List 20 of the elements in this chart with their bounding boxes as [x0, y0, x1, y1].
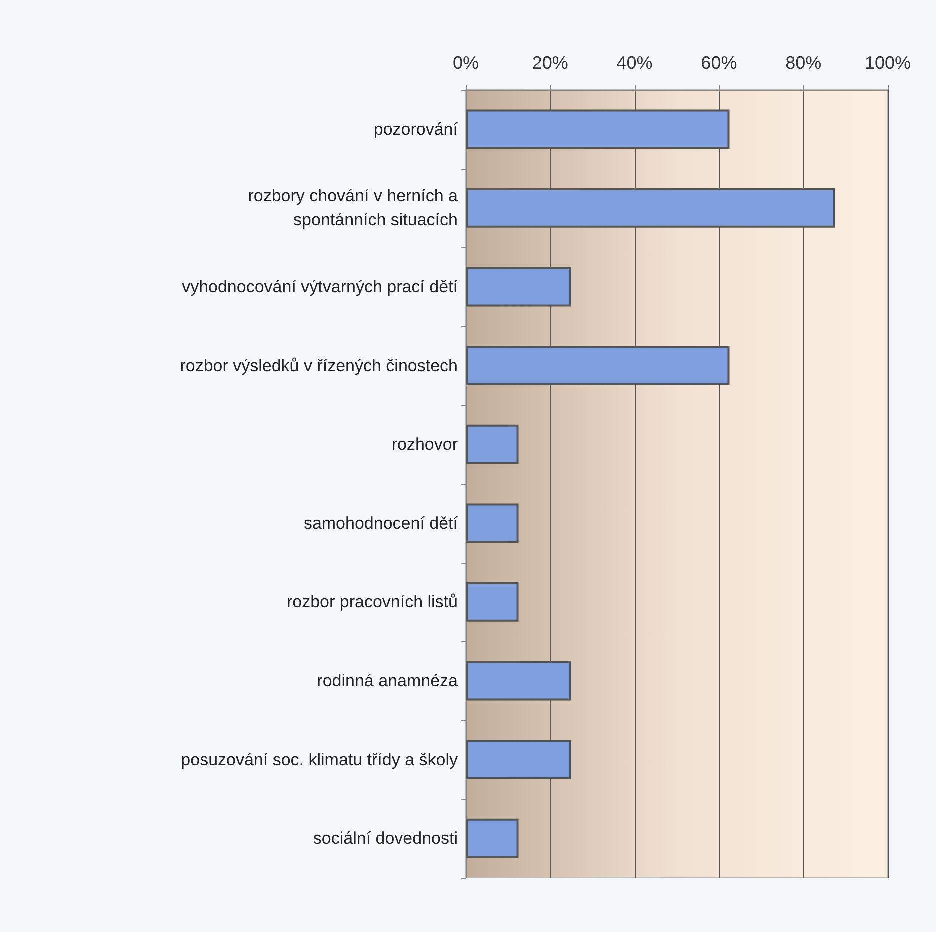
x-tick-label: 20%: [532, 53, 568, 73]
x-tick-label: 60%: [701, 53, 738, 73]
bar: [466, 424, 519, 464]
x-tick-label: 40%: [616, 53, 653, 73]
y-tick-label: pozorování: [374, 120, 458, 139]
bar: [466, 818, 519, 858]
y-tick-label: rodinná anamnéza: [317, 672, 459, 690]
x-tick-label: 0%: [452, 53, 480, 73]
x-tick-label: 80%: [786, 53, 822, 73]
y-tick-label: sociální dovednosti: [313, 829, 458, 848]
y-tick-label: rozbor výsledků v řízených činostech: [180, 356, 458, 376]
bar: [466, 582, 519, 622]
bar: [466, 504, 519, 544]
y-tick-label: rozbory chování v herních a spontánních situacích: [248, 186, 459, 230]
y-tick-label: vyhodnocování výtvarných prací dětí: [182, 278, 458, 296]
y-tick-label: samohodnocení dětí: [304, 514, 458, 533]
y-tick-label: posuzování soc. klimatu třídy a školy: [181, 750, 458, 770]
y-tick-label: rozhovor: [392, 435, 458, 454]
x-tick-label: 100%: [864, 53, 912, 73]
y-tick-label: rozbor pracovních listů: [286, 592, 458, 612]
